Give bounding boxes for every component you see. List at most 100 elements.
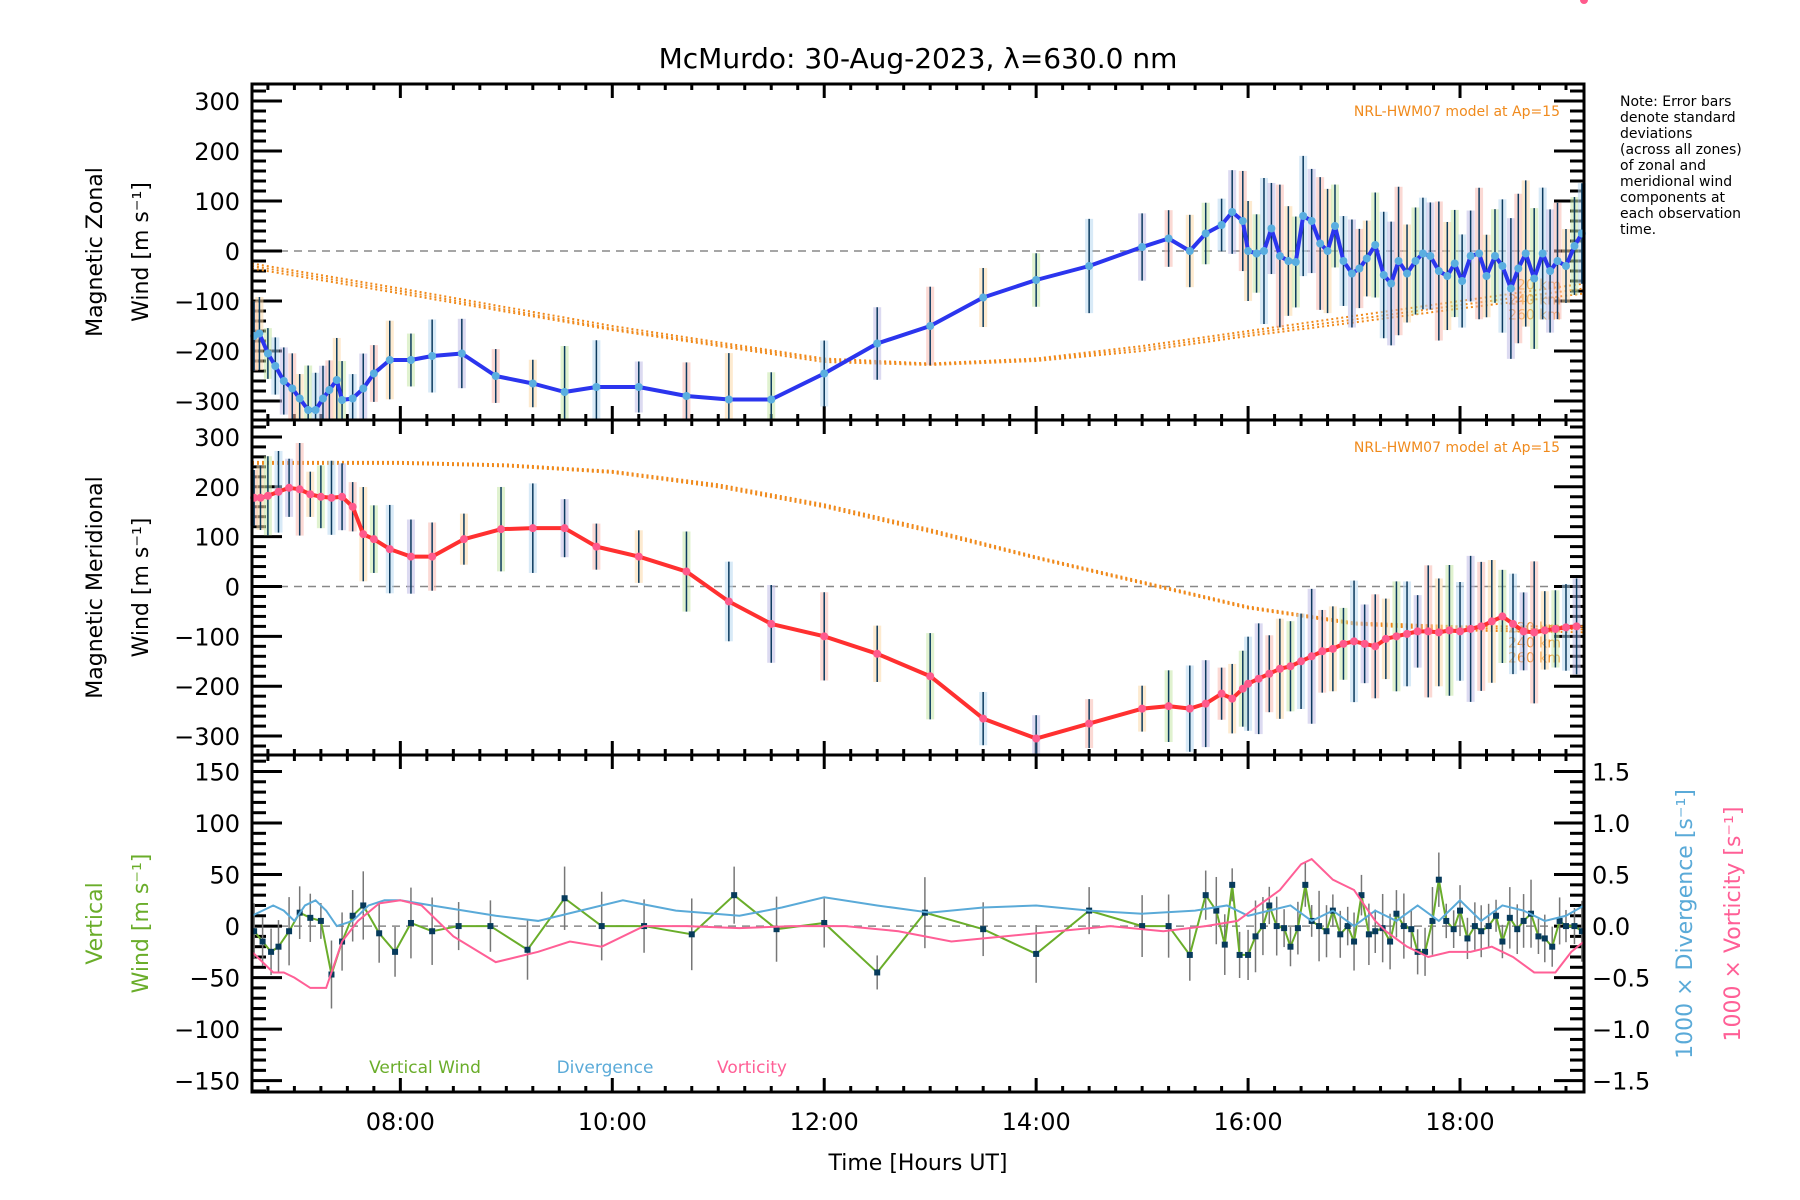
data-point [263, 491, 272, 500]
data-point [318, 394, 327, 403]
data-point [1482, 272, 1491, 280]
data-point [1318, 647, 1327, 656]
note-line: Note: Error bars [1620, 94, 1731, 110]
data-point [731, 892, 738, 899]
data-point [1228, 694, 1237, 703]
data-point [307, 914, 314, 921]
note-line: meridional wind [1620, 174, 1732, 190]
y-tick-label: 200 [194, 138, 240, 166]
data-point [348, 394, 357, 403]
y2-tick-label: 1.5 [1592, 758, 1630, 786]
data-point [1252, 933, 1259, 940]
data-point [311, 406, 320, 414]
model-label: NRL-HWM07 model at Ap=15 [1354, 104, 1560, 120]
y2-tick-label: 1.0 [1592, 810, 1630, 838]
y-tick-label: −300 [174, 388, 240, 416]
data-point [275, 943, 282, 950]
data-point [1138, 243, 1147, 251]
data-point [1371, 642, 1380, 651]
data-point [1164, 234, 1173, 243]
data-point [1347, 269, 1356, 278]
data-point [332, 376, 341, 384]
data-point [1287, 943, 1294, 950]
data-point [348, 502, 357, 511]
panel-vertical: −150 −100 −50 0 50 100 150 −1.5 −1.0 −0.5 0.0 0.5 1.… [83, 753, 1746, 1096]
y-tick-label: −200 [174, 673, 240, 701]
y-tick-label: −150 [174, 1068, 240, 1096]
data-point [1556, 917, 1563, 924]
data-point [1413, 627, 1422, 636]
y-axis-label-line1: Magnetic Zonal [83, 167, 108, 337]
data-point [1217, 221, 1226, 229]
data-point [1561, 623, 1570, 632]
data-point [1499, 938, 1506, 945]
data-point [1422, 948, 1429, 955]
data-point [979, 293, 988, 302]
data-point [1244, 247, 1253, 255]
data-point [407, 919, 414, 926]
data-point [316, 492, 325, 501]
data-point [1561, 262, 1570, 270]
data-point [406, 552, 415, 561]
data-point [1032, 734, 1041, 743]
data-point [295, 485, 304, 494]
data-point [376, 930, 383, 937]
data-point [979, 714, 988, 723]
data-point [1418, 249, 1427, 258]
data-point [1458, 277, 1467, 285]
data-point [1316, 239, 1325, 248]
data-point [1139, 923, 1146, 930]
data-point [1553, 257, 1562, 265]
data-point [1330, 222, 1339, 230]
x-tick-label: 12:00 [790, 1108, 859, 1136]
data-point [251, 928, 258, 935]
data-point [338, 492, 347, 501]
data-point [1245, 951, 1252, 958]
data-point [1498, 262, 1507, 270]
data-point [1466, 252, 1475, 260]
data-point [1221, 941, 1228, 948]
data-point [487, 923, 494, 930]
data-point [592, 542, 601, 551]
data-point [428, 552, 437, 561]
data-point [285, 483, 294, 492]
data-point [1307, 652, 1316, 661]
data-point [1434, 267, 1443, 275]
y-tick-label: 300 [194, 88, 240, 116]
data-point [1339, 639, 1348, 648]
data-point [874, 969, 881, 976]
data-point [1365, 931, 1372, 938]
data-point [1408, 926, 1415, 933]
data-point [1201, 229, 1210, 238]
data-point [724, 395, 733, 404]
data-point [259, 938, 266, 945]
data-point [1434, 628, 1443, 637]
chart-title: McMurdo: 30-Aug-2023, λ=630.0 nm [659, 42, 1178, 75]
data-point [528, 524, 537, 533]
data-point [1477, 622, 1486, 631]
data-point [926, 672, 935, 681]
y-axis-label-line2: Wind [m s⁻¹] [129, 854, 154, 994]
data-point [1514, 926, 1521, 933]
data-point [560, 388, 569, 396]
data-point [1509, 619, 1518, 628]
data-point [980, 926, 987, 933]
data-point [317, 917, 324, 924]
data-point [634, 552, 643, 561]
data-point [820, 369, 829, 378]
data-point [286, 928, 293, 935]
data-point [1286, 662, 1295, 671]
y-tick-label: −100 [174, 288, 240, 316]
data-point [1328, 644, 1337, 653]
data-point [491, 372, 500, 380]
model-label: NRL-HWM07 model at Ap=15 [1354, 440, 1560, 456]
series-line-divergence [251, 896, 1585, 928]
data-point [1426, 252, 1435, 260]
data-point [1490, 252, 1499, 260]
data-point [256, 493, 265, 502]
data-point [1521, 249, 1530, 258]
data-point [1238, 684, 1247, 693]
data-point [406, 356, 415, 364]
data-point [1033, 950, 1040, 957]
data-point [1165, 923, 1172, 930]
